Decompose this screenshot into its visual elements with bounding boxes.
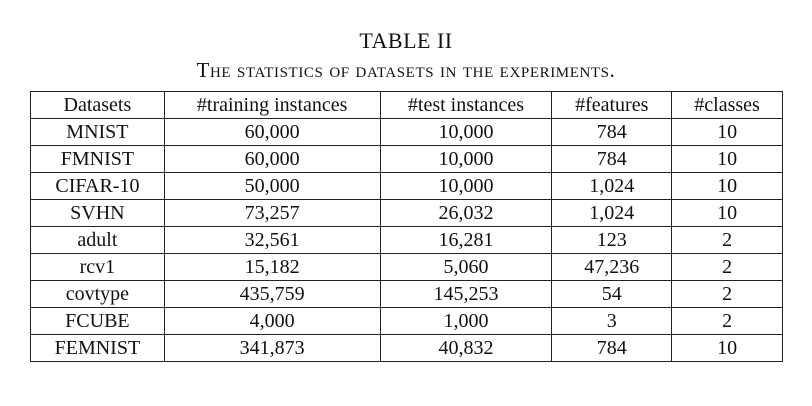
features-cell: 784 <box>551 145 673 173</box>
features-cell: 784 <box>551 334 673 362</box>
features-cell: 3 <box>551 307 673 335</box>
classes-cell: 10 <box>671 118 783 146</box>
dataset-name-cell: rcv1 <box>30 253 165 281</box>
classes-cell: 10 <box>671 172 783 200</box>
test-instances-cell: 10,000 <box>379 172 553 200</box>
classes-cell: 10 <box>671 334 783 362</box>
table-row: CIFAR-10 50,000 10,000 1,024 10 <box>30 172 783 200</box>
dataset-statistics-table: Datasets #training instances #test insta… <box>30 91 783 362</box>
test-instances-cell: 5,060 <box>379 253 553 281</box>
dataset-name-cell: FEMNIST <box>30 334 165 362</box>
classes-cell: 2 <box>671 226 783 254</box>
header-datasets: Datasets <box>30 91 165 119</box>
dataset-name-cell: CIFAR-10 <box>30 172 165 200</box>
classes-cell: 2 <box>671 280 783 308</box>
training-instances-cell: 32,561 <box>163 226 381 254</box>
header-features: #features <box>551 91 673 119</box>
test-instances-cell: 26,032 <box>379 199 553 227</box>
test-instances-cell: 145,253 <box>379 280 553 308</box>
dataset-name-cell: adult <box>30 226 165 254</box>
table-header: Datasets #training instances #test insta… <box>30 91 783 119</box>
table-row: FMNIST 60,000 10,000 784 10 <box>30 145 783 173</box>
header-training-instances: #training instances <box>163 91 381 119</box>
dataset-name-cell: MNIST <box>30 118 165 146</box>
test-instances-cell: 16,281 <box>379 226 553 254</box>
classes-cell: 2 <box>671 307 783 335</box>
training-instances-cell: 15,182 <box>163 253 381 281</box>
table-body: MNIST 60,000 10,000 784 10 FMNIST 60,000… <box>30 118 783 362</box>
table-row: MNIST 60,000 10,000 784 10 <box>30 118 783 146</box>
table-row: FEMNIST 341,873 40,832 784 10 <box>30 334 783 362</box>
dataset-name-cell: covtype <box>30 280 165 308</box>
header-row: Datasets #training instances #test insta… <box>30 91 783 119</box>
header-test-instances: #test instances <box>379 91 553 119</box>
test-instances-cell: 1,000 <box>379 307 553 335</box>
training-instances-cell: 73,257 <box>163 199 381 227</box>
dataset-name-cell: SVHN <box>30 199 165 227</box>
classes-cell: 10 <box>671 199 783 227</box>
training-instances-cell: 50,000 <box>163 172 381 200</box>
dataset-name-cell: FMNIST <box>30 145 165 173</box>
table-caption: The statistics of datasets in the experi… <box>196 58 616 82</box>
training-instances-cell: 60,000 <box>163 118 381 146</box>
features-cell: 1,024 <box>551 199 673 227</box>
training-instances-cell: 341,873 <box>163 334 381 362</box>
features-cell: 54 <box>551 280 673 308</box>
classes-cell: 10 <box>671 145 783 173</box>
test-instances-cell: 10,000 <box>379 118 553 146</box>
classes-cell: 2 <box>671 253 783 281</box>
table-row: rcv1 15,182 5,060 47,236 2 <box>30 253 783 281</box>
table-row: adult 32,561 16,281 123 2 <box>30 226 783 254</box>
training-instances-cell: 60,000 <box>163 145 381 173</box>
features-cell: 1,024 <box>551 172 673 200</box>
features-cell: 784 <box>551 118 673 146</box>
table-row: covtype 435,759 145,253 54 2 <box>30 280 783 308</box>
training-instances-cell: 435,759 <box>163 280 381 308</box>
test-instances-cell: 40,832 <box>379 334 553 362</box>
training-instances-cell: 4,000 <box>163 307 381 335</box>
features-cell: 47,236 <box>551 253 673 281</box>
dataset-name-cell: FCUBE <box>30 307 165 335</box>
table-label: TABLE II <box>359 28 453 53</box>
table-row: SVHN 73,257 26,032 1,024 10 <box>30 199 783 227</box>
table-row: FCUBE 4,000 1,000 3 2 <box>30 307 783 335</box>
features-cell: 123 <box>551 226 673 254</box>
test-instances-cell: 10,000 <box>379 145 553 173</box>
header-classes: #classes <box>671 91 783 119</box>
